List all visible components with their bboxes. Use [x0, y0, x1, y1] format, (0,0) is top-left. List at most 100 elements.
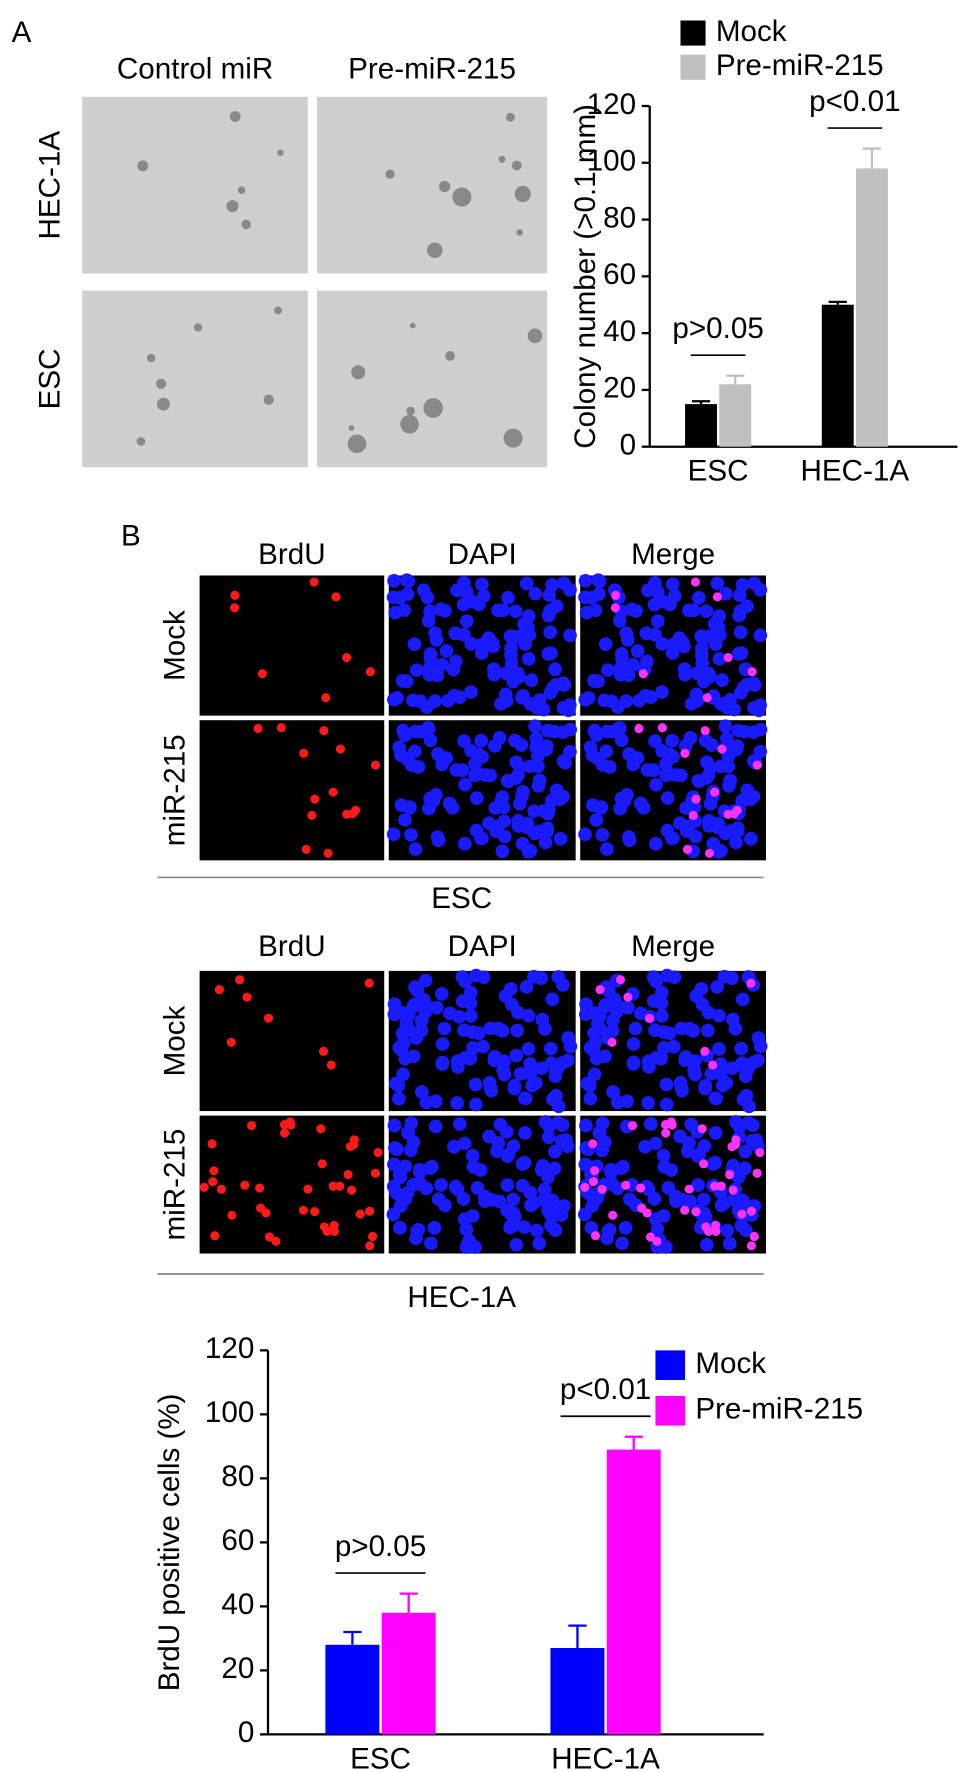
brdu-nucleus: [365, 1206, 375, 1216]
nucleus: [563, 744, 577, 759]
nucleus: [667, 589, 682, 603]
nucleus: [464, 685, 478, 699]
colony: [229, 111, 241, 122]
bar: [855, 168, 888, 447]
nucleus: [683, 1194, 697, 1209]
nucleus: [452, 1117, 467, 1131]
nucleus: [487, 667, 502, 682]
nucleus: [606, 1085, 620, 1099]
nucleus: [604, 694, 619, 709]
nucleus: [431, 833, 446, 848]
micrograph: [82, 290, 308, 468]
bar: [325, 1644, 380, 1735]
nucleus: [599, 997, 613, 1012]
nucleus: [459, 614, 474, 629]
brdu-nucleus: [645, 1232, 656, 1242]
nucleus: [468, 1097, 483, 1112]
nucleus: [649, 974, 663, 989]
error-bar: [568, 1624, 587, 1648]
column-label: Pre-miR-215: [348, 52, 516, 85]
brdu-nucleus: [247, 1120, 257, 1131]
brdu-nucleus: [590, 1231, 601, 1241]
nucleus: [744, 831, 758, 846]
nucleus: [389, 1076, 403, 1091]
nucleus: [418, 1005, 433, 1019]
nucleus: [457, 1136, 472, 1151]
nucleus: [622, 833, 637, 848]
y-tick-label: 40: [221, 1588, 254, 1621]
brdu-nucleus: [326, 1060, 336, 1070]
nucleus: [701, 1023, 715, 1038]
nucleus: [722, 779, 736, 793]
nucleus: [481, 631, 496, 645]
nucleus: [626, 1055, 641, 1070]
nucleus: [700, 1237, 714, 1252]
nucleus: [543, 625, 558, 640]
brdu-nucleus: [657, 723, 667, 733]
nucleus: [665, 577, 680, 592]
y-tick-label: 100: [587, 145, 636, 178]
nucleus: [726, 1158, 741, 1173]
brdu-nucleus: [329, 1226, 339, 1236]
nucleus: [497, 829, 512, 844]
bar: [550, 1647, 605, 1735]
nucleus: [476, 589, 491, 603]
nucleus: [434, 657, 449, 672]
legend-label: Pre-miR-215: [716, 49, 884, 82]
nucleus: [629, 604, 644, 618]
nucleus: [591, 1008, 606, 1023]
nucleus: [753, 1039, 768, 1054]
nucleus: [390, 1142, 404, 1157]
nucleus: [662, 767, 676, 781]
brdu-nucleus: [298, 1205, 309, 1215]
nucleus: [710, 980, 724, 994]
nucleus: [545, 992, 560, 1007]
nucleus: [450, 1096, 464, 1110]
error-bar: [828, 300, 847, 305]
brdu-nucleus: [588, 1139, 598, 1149]
brdu-nucleus: [226, 1037, 236, 1047]
brdu-nucleus: [370, 1168, 380, 1178]
nucleus: [528, 586, 543, 601]
nucleus: [616, 1160, 630, 1174]
y-axis-label: BrdU positive cells (%): [153, 1393, 186, 1691]
nucleus: [742, 1099, 756, 1114]
nucleus: [558, 755, 573, 770]
nucleus: [441, 693, 455, 708]
nucleus: [666, 1039, 681, 1054]
nucleus: [386, 1207, 401, 1222]
nucleus: [511, 1005, 525, 1020]
nucleus: [739, 1088, 754, 1103]
brdu-nucleus: [610, 603, 620, 613]
nucleus: [505, 1217, 520, 1232]
nucleus: [446, 662, 461, 677]
nucleus: [701, 1005, 716, 1020]
brdu-nucleus: [335, 1181, 345, 1191]
nucleus: [684, 1117, 698, 1132]
nucleus: [541, 1170, 555, 1184]
nucleus: [510, 1023, 525, 1038]
nucleus: [729, 835, 743, 850]
brdu-nucleus: [208, 1177, 218, 1187]
error-bar: [343, 1630, 362, 1645]
brdu-nucleus: [307, 810, 317, 821]
nucleus: [542, 588, 557, 603]
nucleus: [494, 793, 509, 808]
nucleus: [605, 724, 619, 739]
brdu-nucleus: [709, 1181, 720, 1191]
colony: [156, 397, 170, 411]
nucleus: [457, 734, 471, 749]
nucleus: [619, 694, 633, 708]
nucleus: [458, 777, 472, 792]
brdu-nucleus: [235, 975, 245, 985]
nucleus: [578, 1007, 593, 1022]
colony: [516, 229, 523, 236]
brdu-nucleus: [615, 975, 625, 985]
brdu-nucleus: [746, 1241, 756, 1251]
nucleus: [392, 1040, 407, 1055]
colony: [348, 425, 355, 431]
y-tick-label: 60: [221, 1524, 254, 1557]
nucleus: [656, 1148, 671, 1163]
brdu-nucleus: [661, 1128, 671, 1138]
nucleus: [488, 739, 502, 753]
